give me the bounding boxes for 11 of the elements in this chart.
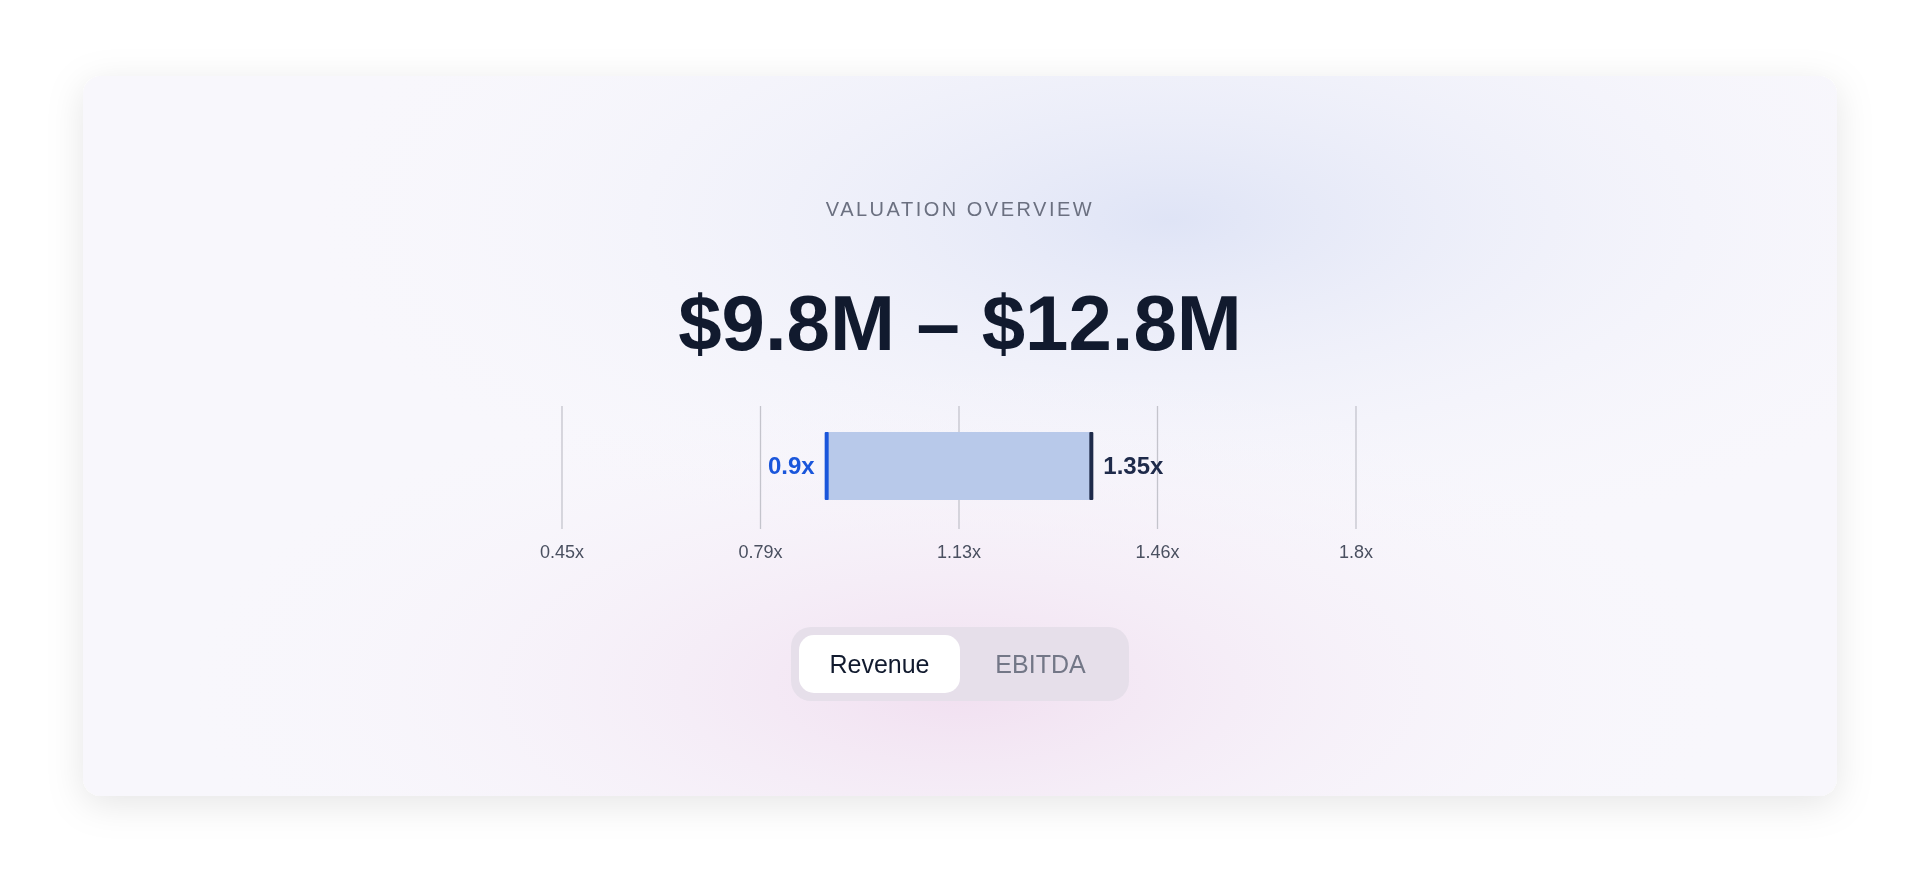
chart-title: VALUATION OVERVIEW: [825, 198, 1095, 220]
annotation: 1.35x: [1103, 452, 1165, 479]
chart-subtitle: $9.8M – $12.8M: [678, 279, 1242, 367]
annotation: 0.9x: [767, 452, 816, 479]
x-tick-label: 1.46x: [1135, 542, 1180, 562]
x-tick-label: 0.45x: [539, 542, 585, 562]
x-tick-label: 0.79x: [738, 542, 783, 562]
text: EBITDA: [995, 650, 1086, 678]
x-tick-label: 1.8x: [1338, 542, 1374, 562]
x-tick-label: 1.13x: [936, 542, 982, 562]
text: Revenue: [829, 650, 930, 678]
